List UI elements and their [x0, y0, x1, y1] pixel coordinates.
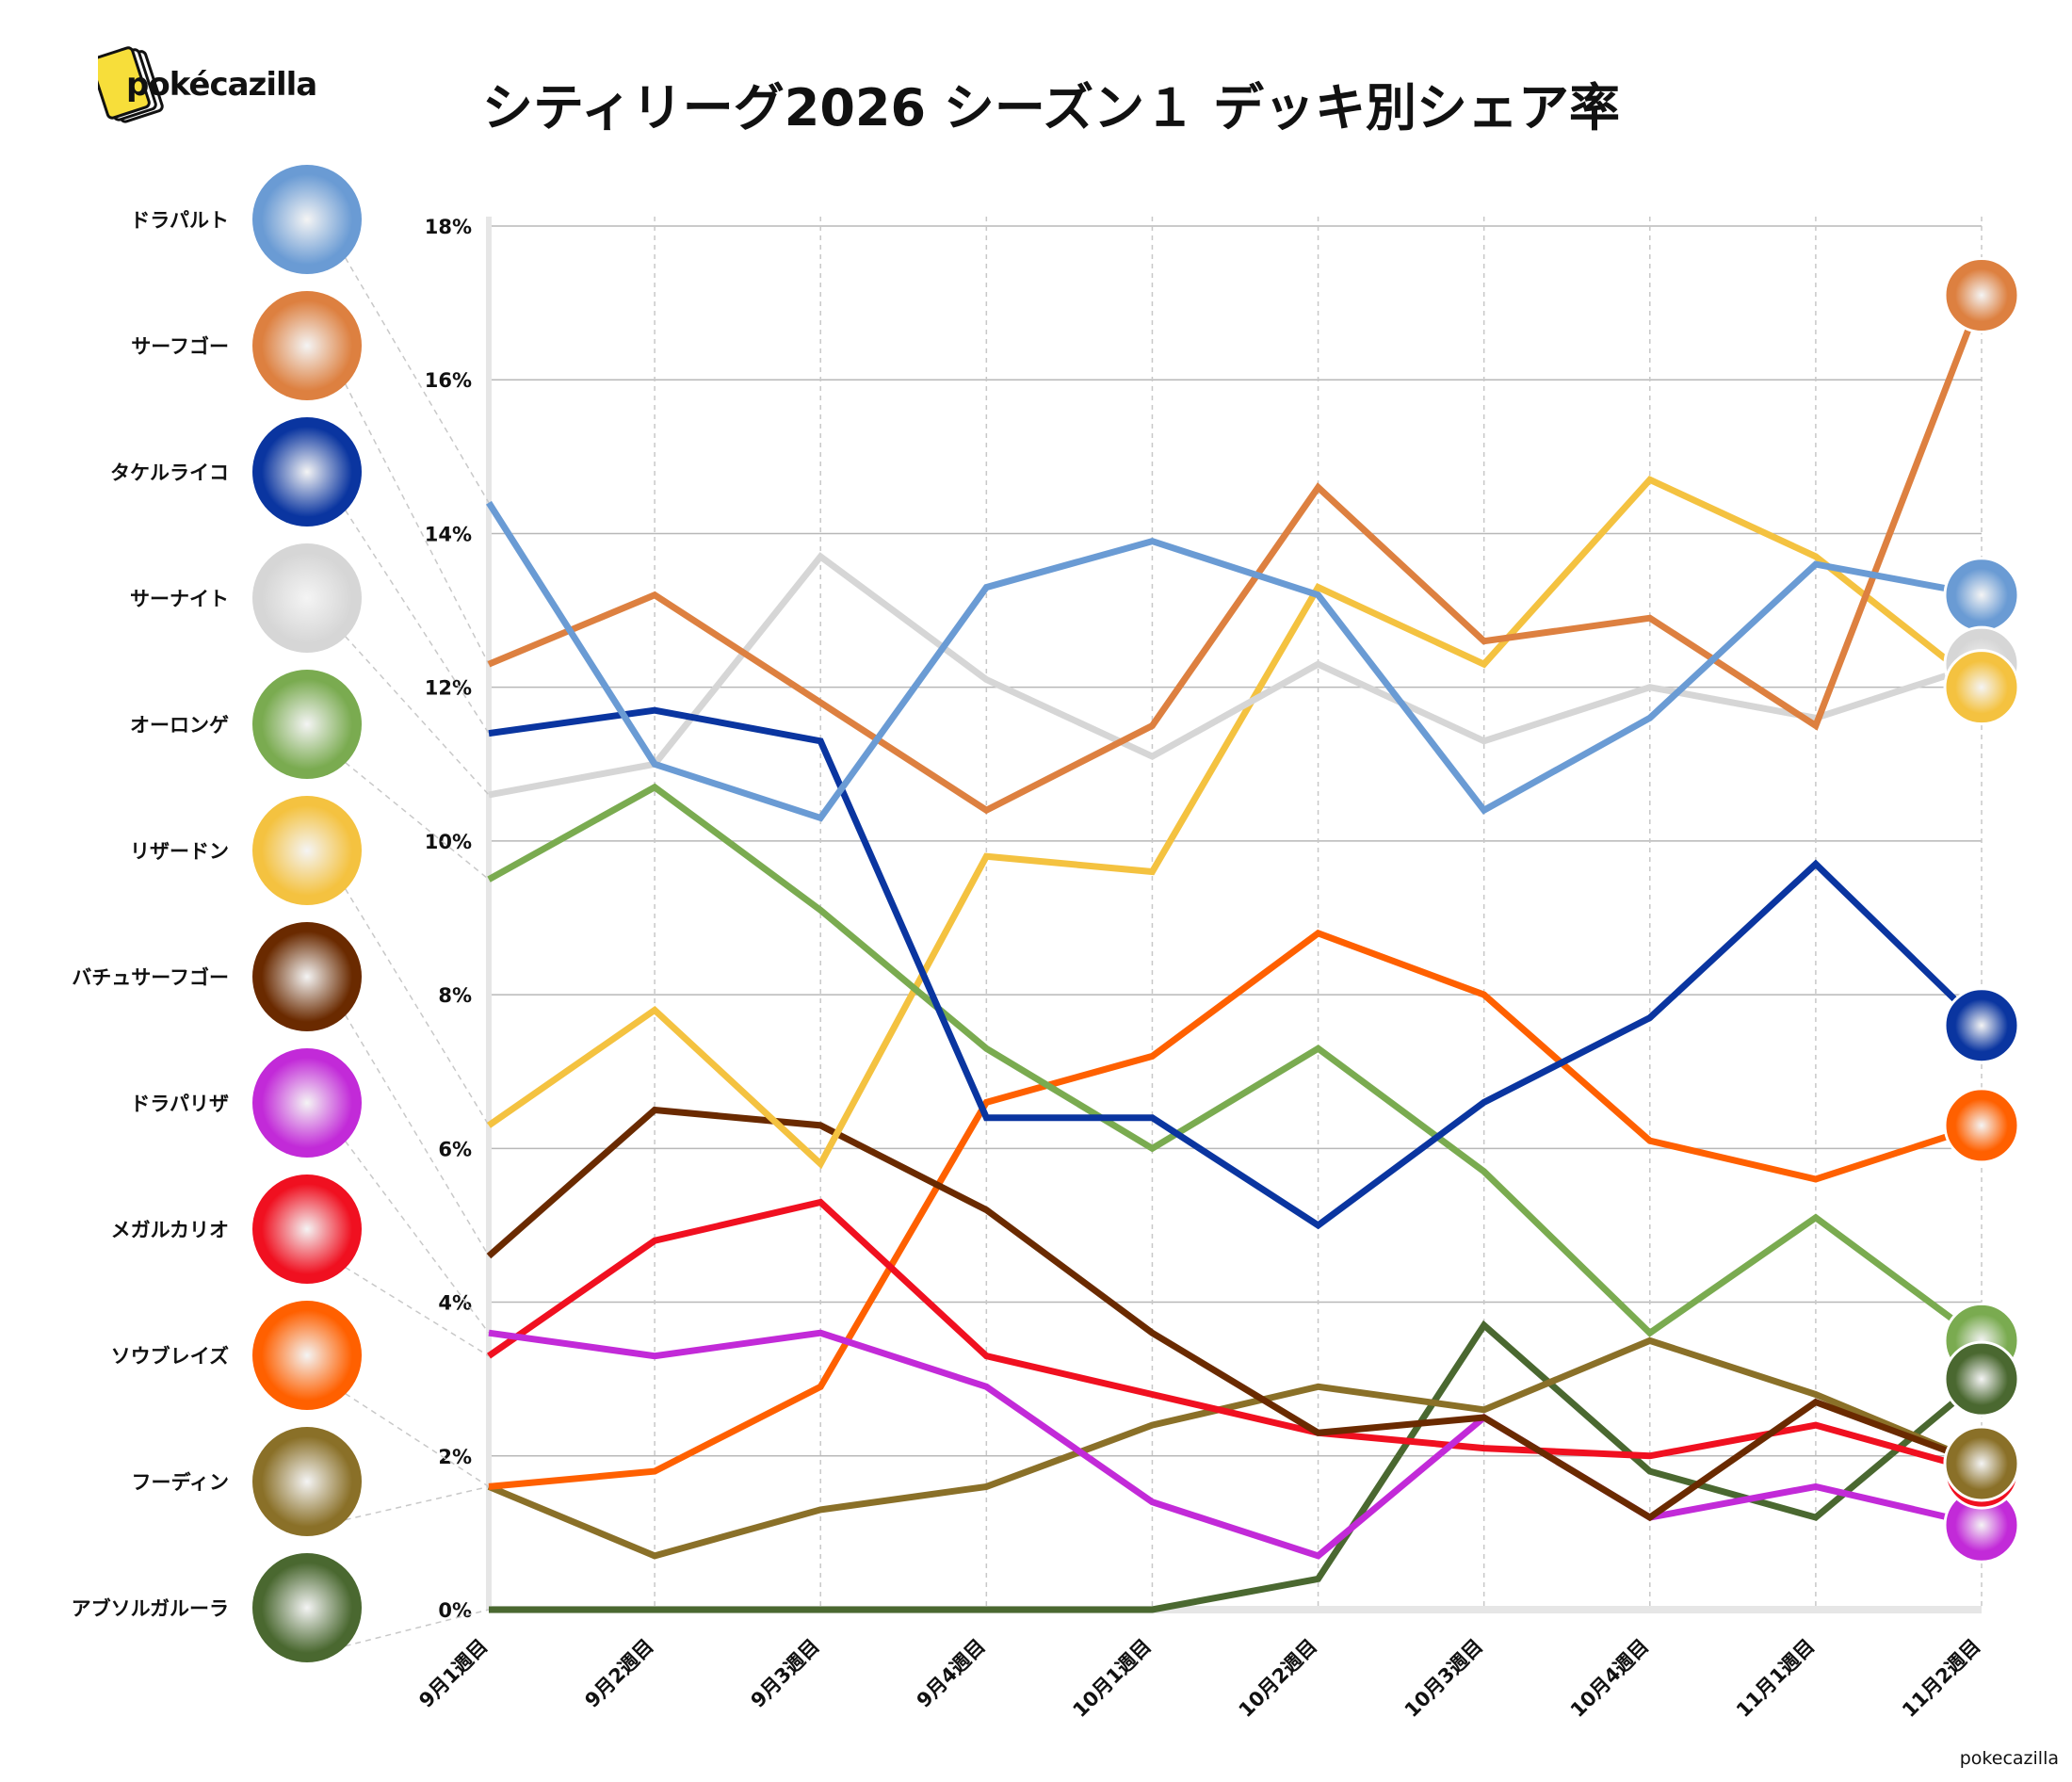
- legend-label: ソウブレイズ: [111, 1345, 229, 1368]
- series-line-6: [486, 1106, 1983, 1522]
- deck-card-art: [262, 1058, 352, 1148]
- series-line-2: [488, 706, 1984, 1230]
- deck-card-art: [262, 1563, 352, 1653]
- legend-label: メガルカリオ: [111, 1219, 229, 1241]
- legend-connector: [344, 383, 490, 665]
- x-tick-label: 9月2週目: [580, 1635, 657, 1712]
- y-tick-label: 18%: [425, 216, 472, 238]
- legend-connector: [345, 1485, 490, 1521]
- series-line-1: [487, 294, 1985, 815]
- legend-label: サーフゴー: [131, 335, 229, 358]
- deck-card-art: [262, 932, 352, 1022]
- legend-label: ドラパリザ: [130, 1093, 229, 1115]
- y-tick-label: 10%: [425, 831, 472, 853]
- x-tick-label: 10月1週目: [1068, 1635, 1156, 1723]
- x-tick-label: 10月4週目: [1566, 1635, 1654, 1723]
- legend-label: フーディン: [131, 1471, 229, 1494]
- legend-label: アブソルガルーラ: [72, 1597, 229, 1620]
- y-tick-label: 14%: [425, 523, 472, 545]
- x-tick-label: 11月2週目: [1898, 1635, 1985, 1723]
- deck-card-art: [262, 805, 352, 896]
- legend-label: バチュサーフゴー: [72, 966, 229, 989]
- pokecazilla-logo: pokécazilla: [98, 38, 333, 132]
- y-tick-label: 8%: [438, 984, 472, 1007]
- legend-connector: [345, 1392, 490, 1488]
- legend-connector: [344, 888, 490, 1126]
- deck-card-art: [262, 174, 352, 265]
- legend-label: タケルライコ: [110, 462, 229, 484]
- deck-card-art: [262, 427, 352, 517]
- end-deck-art: [1955, 1098, 2008, 1152]
- x-tick-label: 9月4週目: [913, 1635, 990, 1712]
- logo-text: pokécazilla: [126, 66, 317, 104]
- deck-card-art: [262, 1436, 352, 1527]
- legend-connector: [345, 636, 490, 796]
- series-line-8: [487, 1198, 1983, 1475]
- chart-title: シティリーグ2026 シーズン１ デッキ別シェア率: [482, 78, 1620, 138]
- deck-card-art: [262, 1310, 352, 1401]
- x-tick-label: 11月1週目: [1732, 1635, 1820, 1723]
- legend-connector: [344, 510, 490, 735]
- legend-connector: [345, 1266, 490, 1357]
- legend-label: リザードン: [130, 840, 229, 863]
- x-tick-label: 9月3週目: [747, 1635, 824, 1712]
- legend-connector: [344, 1014, 490, 1256]
- series-line-7: [488, 1329, 1983, 1560]
- series-line-5: [487, 476, 1984, 1170]
- credit-text: pokecazilla: [1959, 1748, 2059, 1769]
- cards-icon: [98, 46, 164, 123]
- end-deck-art: [1955, 268, 2008, 322]
- deck-card-art: [262, 553, 352, 643]
- series-line-11: [489, 1320, 1984, 1613]
- series-line-4: [487, 783, 1984, 1344]
- series-line-10: [487, 1336, 1983, 1560]
- y-tick-label: 16%: [425, 369, 472, 392]
- series-line-9: [488, 929, 1983, 1490]
- y-tick-label: 0%: [438, 1599, 472, 1622]
- x-tick-label: 9月1週目: [414, 1635, 492, 1712]
- deck-card-art: [262, 300, 352, 391]
- end-deck-art: [1955, 1353, 2008, 1406]
- series-line-0: [486, 500, 1983, 822]
- end-deck-art: [1955, 568, 2008, 622]
- legend-label: ドラパルト: [130, 209, 229, 232]
- legend-connector: [345, 1609, 490, 1647]
- series-line-3: [488, 552, 1983, 799]
- end-deck-art: [1955, 1498, 2008, 1552]
- end-deck-art: [1955, 998, 2008, 1052]
- deck-card-art: [262, 679, 352, 770]
- x-tick-label: 10月2週目: [1235, 1635, 1322, 1723]
- end-deck-art: [1955, 1436, 2008, 1490]
- legend-connector: [345, 762, 490, 881]
- y-tick-label: 6%: [438, 1138, 472, 1160]
- legend-label: オーロンゲ: [130, 714, 229, 737]
- legend-label: サーナイト: [130, 588, 229, 610]
- deck-card-art: [262, 1184, 352, 1274]
- end-deck-art: [1955, 660, 2008, 714]
- legend-connector: [344, 1141, 490, 1334]
- x-tick-label: 10月3週目: [1400, 1635, 1488, 1723]
